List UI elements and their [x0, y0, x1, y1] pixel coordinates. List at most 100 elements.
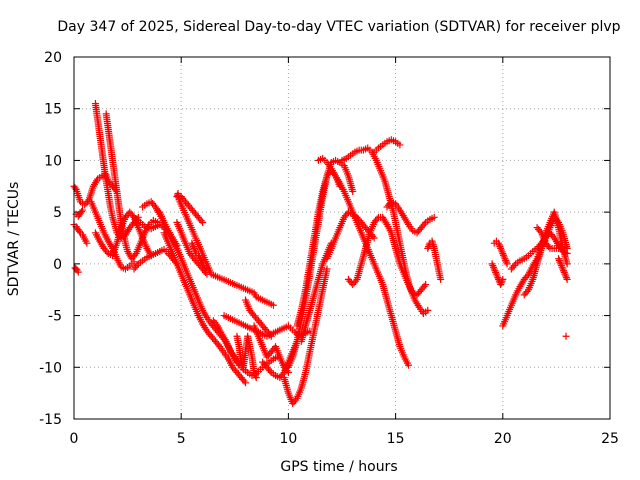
data-point	[79, 206, 87, 214]
data-point	[500, 251, 508, 259]
data-point	[502, 256, 510, 264]
series-arc-3	[71, 264, 82, 276]
data-point	[252, 374, 260, 382]
data-point	[191, 246, 199, 254]
data-point	[489, 262, 497, 270]
data-point	[510, 262, 518, 270]
data-point	[496, 243, 504, 251]
data-point	[252, 372, 260, 380]
data-point	[424, 306, 432, 314]
axis-ticks: 0 5 10 15 20 25 -15 -10 -5 0 5 10 15 20	[39, 50, 619, 447]
series-arc-40	[555, 255, 571, 283]
data-point	[189, 241, 197, 249]
data-point	[199, 218, 207, 226]
data-point	[214, 341, 222, 349]
data-point	[488, 260, 496, 268]
y-axis-label: SDTVAR / TECUs	[6, 182, 22, 297]
plot-frame	[73, 56, 611, 420]
data-point	[422, 281, 430, 289]
data-point	[490, 265, 498, 273]
data-point	[352, 277, 360, 285]
series-arc-18	[233, 332, 260, 382]
data-point	[499, 275, 507, 283]
data-point	[430, 213, 438, 221]
data-point	[189, 243, 197, 251]
series-arc-33	[424, 237, 445, 283]
data-point	[349, 187, 357, 195]
data-point	[242, 379, 250, 387]
series-arc-31	[370, 136, 404, 156]
data-point	[562, 274, 570, 282]
x-tick-label: 20	[494, 431, 512, 447]
data-point	[78, 208, 86, 216]
series-arc-42	[173, 190, 277, 309]
series-arc-12	[160, 229, 250, 387]
data-point	[563, 260, 571, 268]
x-tick-label: 25	[601, 431, 619, 447]
data-point	[497, 281, 505, 289]
series-arc-35	[488, 260, 507, 289]
y-tick-label: -10	[39, 360, 62, 376]
data-point	[545, 243, 553, 251]
data-point	[503, 260, 511, 268]
x-axis-label: GPS time / hours	[280, 459, 397, 475]
data-point	[499, 250, 507, 258]
data-point	[557, 260, 565, 268]
data-point	[560, 267, 568, 275]
data-point	[269, 301, 277, 309]
data-point	[495, 241, 503, 249]
data-point	[240, 377, 248, 385]
data-point	[490, 263, 498, 271]
series-arc-22	[242, 296, 275, 340]
data-point	[129, 212, 137, 220]
data-point	[267, 332, 275, 340]
y-tick-label: 20	[44, 50, 62, 66]
data-point	[555, 256, 563, 264]
data-point	[555, 255, 563, 263]
data-point	[191, 248, 199, 256]
data-point	[197, 217, 205, 225]
data-point	[558, 263, 566, 271]
data-point	[523, 272, 531, 280]
data-point	[562, 272, 570, 280]
series-arc-39	[533, 224, 571, 252]
data-point	[494, 274, 502, 282]
series-arc-21	[220, 312, 314, 340]
data-point	[266, 331, 274, 339]
series-arc-9	[130, 213, 172, 237]
x-tick-label: 0	[70, 431, 79, 447]
data-point	[292, 396, 300, 404]
data-point	[250, 368, 258, 376]
data-point	[201, 265, 209, 273]
y-tick-label: 15	[44, 102, 62, 118]
data-point	[251, 370, 259, 378]
data-point	[266, 367, 274, 375]
data-point	[131, 251, 139, 259]
data-point	[563, 275, 571, 283]
data-point	[83, 239, 91, 247]
data-point	[536, 227, 544, 235]
y-tick-label: 5	[53, 205, 62, 221]
data-point	[150, 201, 158, 209]
data-point	[71, 184, 79, 192]
data-point	[498, 248, 506, 256]
data-point	[420, 220, 428, 228]
data-point	[561, 270, 569, 278]
series-arc-15	[177, 193, 207, 226]
data-point	[396, 141, 404, 149]
data-point	[557, 262, 565, 270]
data-point	[133, 262, 141, 270]
series-arc-6	[102, 110, 162, 263]
data-points	[70, 100, 571, 407]
series-arc-34	[490, 237, 511, 268]
data-point	[495, 239, 503, 247]
x-tick-label: 10	[279, 431, 297, 447]
data-point	[424, 244, 432, 252]
data-point	[500, 253, 508, 261]
data-point	[502, 258, 510, 266]
series-arc-14	[173, 218, 211, 278]
y-tick-label: -15	[39, 412, 62, 428]
data-point	[103, 248, 111, 256]
data-point	[188, 239, 196, 247]
